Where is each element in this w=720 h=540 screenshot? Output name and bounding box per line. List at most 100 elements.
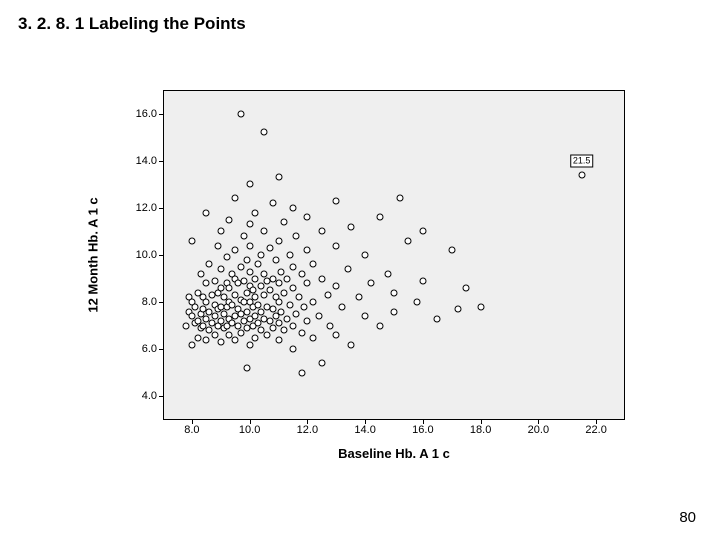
x-tick-label: 16.0 (412, 424, 433, 436)
data-point (252, 275, 259, 282)
data-point (203, 299, 210, 306)
x-tick (481, 420, 482, 424)
data-point (243, 365, 250, 372)
data-point (289, 263, 296, 270)
data-point (385, 270, 392, 277)
data-point (275, 299, 282, 306)
data-point (419, 228, 426, 235)
data-point (191, 303, 198, 310)
x-tick (307, 420, 308, 424)
x-tick (423, 420, 424, 424)
data-point (318, 228, 325, 235)
data-point (278, 268, 285, 275)
data-point (272, 256, 279, 263)
data-point (255, 301, 262, 308)
data-point (278, 308, 285, 315)
data-point (301, 303, 308, 310)
data-point (214, 242, 221, 249)
x-axis-title: Baseline Hb. A 1 c (338, 446, 450, 461)
data-point (194, 334, 201, 341)
y-tick (159, 114, 163, 115)
data-point (292, 310, 299, 317)
data-point (203, 280, 210, 287)
data-point (344, 266, 351, 273)
data-point (414, 299, 421, 306)
data-point (211, 332, 218, 339)
x-tick-label: 8.0 (184, 424, 199, 436)
data-point (289, 285, 296, 292)
data-point (356, 294, 363, 301)
data-point (217, 339, 224, 346)
page-title: 3. 2. 8. 1 Labeling the Points (18, 14, 246, 34)
data-point (391, 308, 398, 315)
data-point (240, 233, 247, 240)
data-point (284, 275, 291, 282)
data-point (203, 209, 210, 216)
data-point (226, 216, 233, 223)
data-point (261, 270, 268, 277)
data-point (448, 247, 455, 254)
data-point (327, 322, 334, 329)
data-point (246, 268, 253, 275)
page-number: 80 (679, 509, 696, 526)
data-point (578, 171, 585, 178)
data-point (454, 306, 461, 313)
y-tick (159, 302, 163, 303)
data-point (347, 223, 354, 230)
data-point (258, 252, 265, 259)
data-point (295, 294, 302, 301)
data-point (275, 336, 282, 343)
data-point (197, 270, 204, 277)
data-point (419, 277, 426, 284)
x-tick-label: 18.0 (470, 424, 491, 436)
data-point (246, 221, 253, 228)
y-tick (159, 255, 163, 256)
data-point (226, 285, 233, 292)
data-point (304, 280, 311, 287)
data-point (391, 289, 398, 296)
x-tick-label: 12.0 (297, 424, 318, 436)
x-tick (538, 420, 539, 424)
y-tick (159, 396, 163, 397)
data-point (281, 327, 288, 334)
data-point (463, 285, 470, 292)
y-tick-label: 12.0 (136, 202, 157, 214)
y-tick (159, 208, 163, 209)
data-point (376, 322, 383, 329)
data-point (275, 280, 282, 287)
data-point (275, 237, 282, 244)
data-point (362, 313, 369, 320)
data-point (252, 209, 259, 216)
data-point (396, 195, 403, 202)
x-tick-label: 22.0 (585, 424, 606, 436)
data-point (188, 341, 195, 348)
data-point (252, 334, 259, 341)
data-point (287, 301, 294, 308)
data-point (405, 237, 412, 244)
data-point (246, 242, 253, 249)
data-point (304, 214, 311, 221)
data-point (310, 299, 317, 306)
x-tick-label: 14.0 (354, 424, 375, 436)
data-point (287, 252, 294, 259)
data-point (243, 256, 250, 263)
data-point (333, 242, 340, 249)
x-tick (596, 420, 597, 424)
data-point (289, 204, 296, 211)
x-tick-label: 10.0 (239, 424, 260, 436)
data-point (269, 200, 276, 207)
data-point (289, 346, 296, 353)
y-tick-label: 14.0 (136, 155, 157, 167)
data-point (223, 254, 230, 261)
data-point (318, 360, 325, 367)
data-point (269, 306, 276, 313)
data-point (289, 322, 296, 329)
data-point (266, 287, 273, 294)
y-tick-label: 16.0 (136, 108, 157, 120)
plot-background (163, 90, 625, 420)
y-axis-title: 12 Month Hb. A 1 c (86, 197, 101, 312)
x-tick (365, 420, 366, 424)
data-point (261, 228, 268, 235)
y-tick (159, 349, 163, 350)
data-point (298, 369, 305, 376)
